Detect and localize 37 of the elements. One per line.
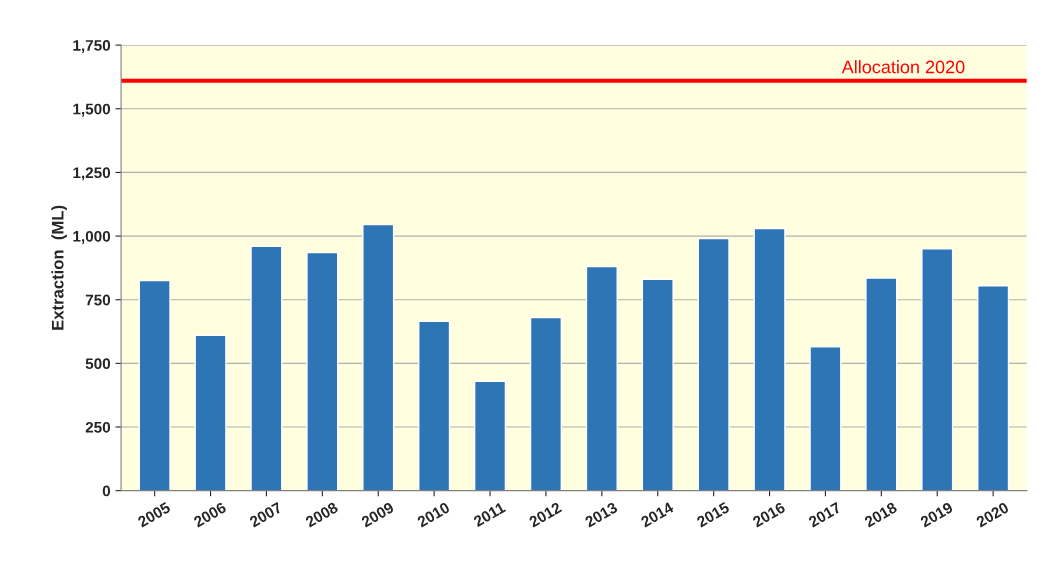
bar <box>362 223 395 491</box>
bar <box>529 316 563 491</box>
x-tick-label: 2008 <box>304 501 339 528</box>
bar <box>138 279 171 491</box>
x-tick-label: 2016 <box>751 501 786 528</box>
y-tick-label: 750 <box>85 294 111 306</box>
bar <box>473 380 507 491</box>
bar <box>977 285 1010 491</box>
bar <box>250 245 283 491</box>
x-tick-label: 2006 <box>192 501 227 528</box>
y-tick-label: 250 <box>85 421 111 433</box>
x-tick-label: 2012 <box>528 501 563 528</box>
x-tick-label: 2009 <box>360 501 395 528</box>
bar <box>641 278 674 491</box>
bar <box>753 227 786 491</box>
bar <box>809 346 842 491</box>
x-tick-label: 2011 <box>472 501 507 528</box>
x-tick-label: 2013 <box>584 501 619 528</box>
y-tick-label: 1,250 <box>73 167 111 181</box>
y-tick-label: 1,750 <box>73 39 111 54</box>
bar <box>585 265 618 491</box>
x-tick-label: 2019 <box>919 501 954 528</box>
x-tick-label: 2020 <box>975 501 1010 528</box>
x-tick-label: 2018 <box>863 501 898 528</box>
y-tick-label: 0 <box>102 485 111 497</box>
bar <box>418 320 451 491</box>
y-tick-label: 1,500 <box>73 103 111 117</box>
bar <box>697 237 730 491</box>
y-tick-label: 1,000 <box>73 230 111 244</box>
bar <box>921 248 954 491</box>
y-axis-title: Extraction (ML) <box>51 205 67 330</box>
x-tick-label: 2010 <box>416 501 451 528</box>
bar <box>194 334 227 491</box>
ref-line-label: Allocation 2020 <box>841 60 965 74</box>
bar <box>865 277 898 491</box>
y-tick-label: 500 <box>85 358 111 370</box>
bar <box>306 251 339 491</box>
